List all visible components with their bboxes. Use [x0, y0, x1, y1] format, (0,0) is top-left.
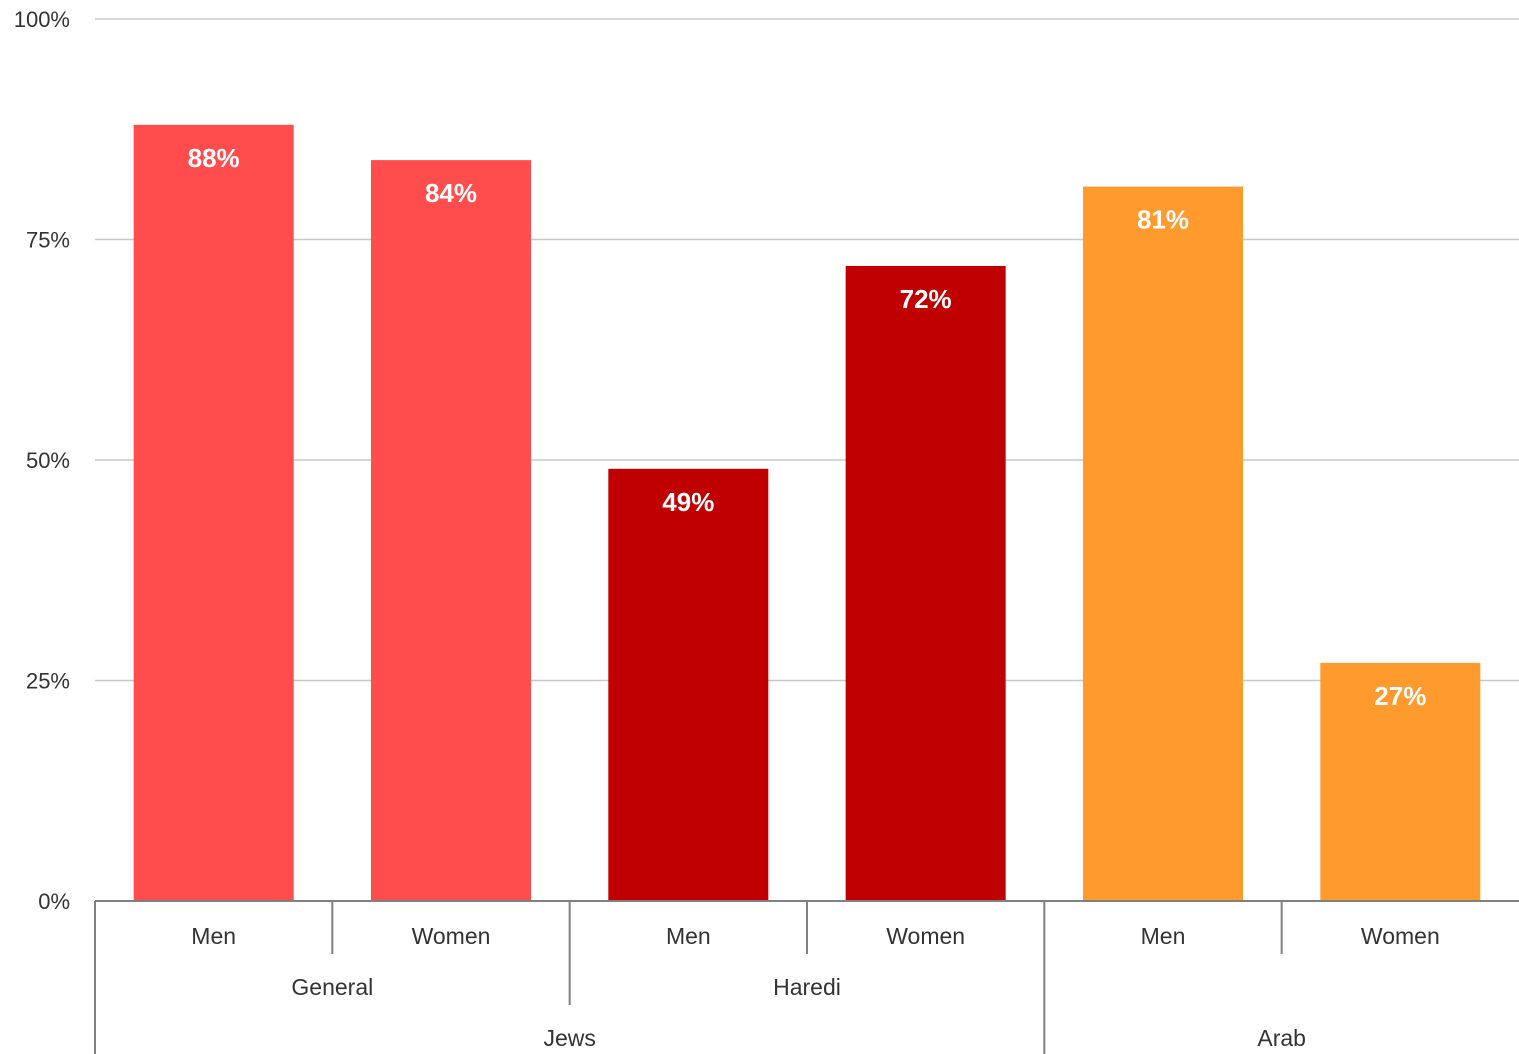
data-labels: 88% 84% 49% 72% 81% 27%: [188, 143, 1427, 711]
data-label: 27%: [1374, 681, 1426, 711]
y-tick-label: 25%: [26, 669, 70, 694]
bar: [845, 265, 1006, 902]
y-axis-ticks: 0% 25% 50% 75% 100%: [14, 7, 70, 914]
x-group-label: Haredi: [773, 974, 841, 1000]
bars: [133, 124, 1481, 902]
data-label: 84%: [425, 178, 477, 208]
data-label: 81%: [1137, 205, 1189, 235]
x-category-label: Women: [412, 923, 491, 949]
y-tick-label: 0%: [38, 889, 70, 914]
x-supergroup-label: Arab: [1257, 1025, 1306, 1051]
y-tick-label: 100%: [14, 7, 70, 32]
x-group-label: General: [291, 974, 373, 1000]
bar: [371, 160, 531, 901]
data-label: 88%: [188, 143, 240, 173]
bar: [608, 468, 769, 901]
data-label: 72%: [900, 284, 952, 314]
x-category-label: Men: [666, 923, 711, 949]
bar: [133, 124, 294, 902]
bar: [1083, 186, 1243, 901]
x-category-label: Women: [886, 923, 965, 949]
y-tick-label: 75%: [26, 228, 70, 253]
x-category-label: Men: [1141, 923, 1186, 949]
x-category-label: Women: [1361, 923, 1440, 949]
data-label: 49%: [662, 487, 714, 517]
x-axis: [94, 900, 1519, 1054]
gridlines: [95, 18, 1519, 682]
x-category-label: Men: [191, 923, 236, 949]
y-tick-label: 50%: [26, 448, 70, 473]
x-axis-labels: Men Women Men Women Men Women General Haredi Jew…: [191, 923, 1439, 1051]
x-supergroup-label: Jews: [543, 1025, 595, 1051]
bar: [1320, 662, 1481, 901]
